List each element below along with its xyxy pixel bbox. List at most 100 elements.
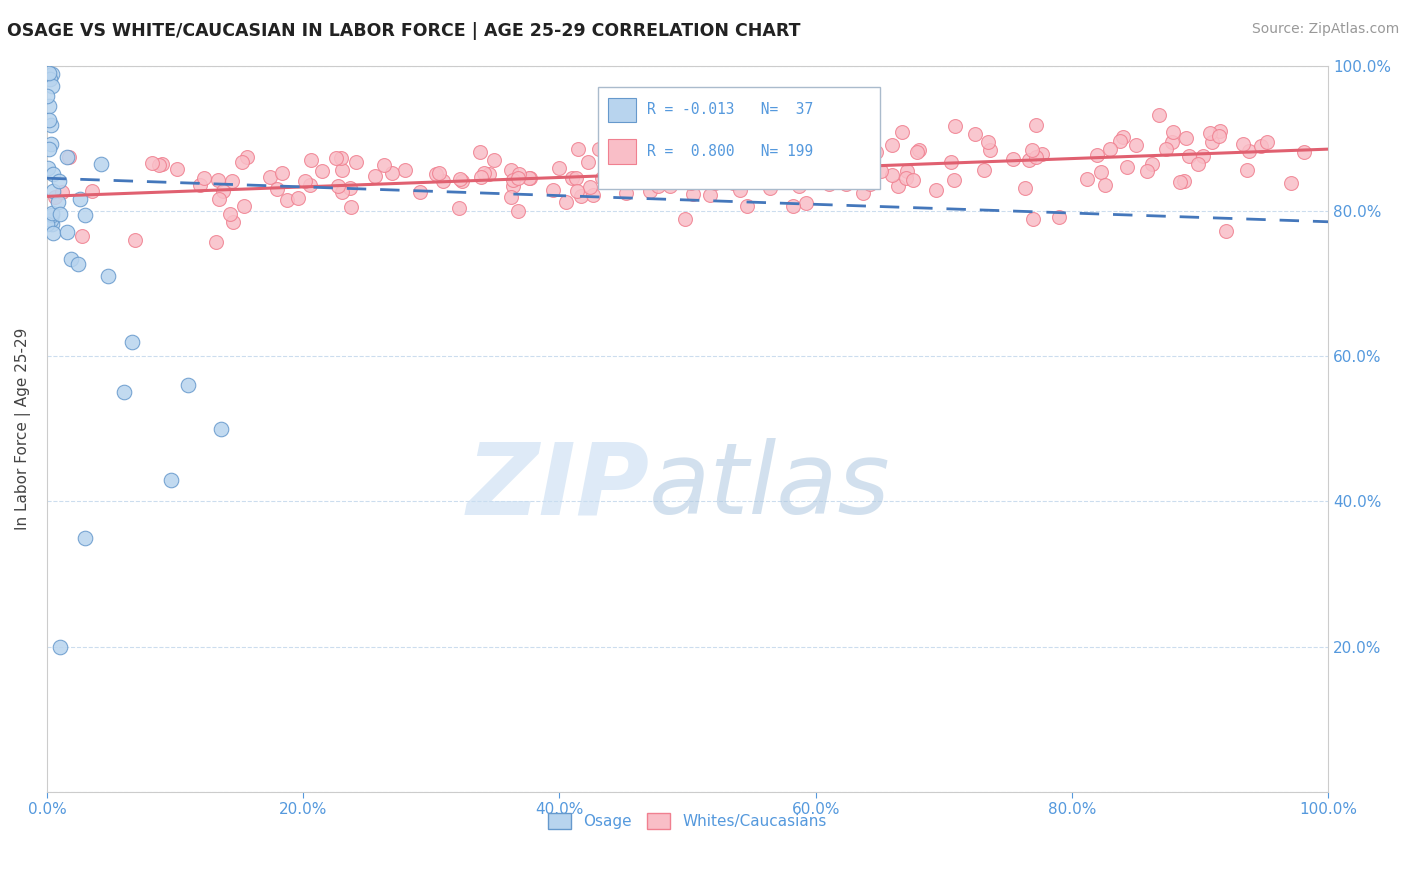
Point <box>1085 148 1108 162</box>
Point <box>42 167 65 181</box>
Text: R =  0.800   N= 199: R = 0.800 N= 199 <box>647 144 813 159</box>
Point <box>381 166 404 180</box>
Point <box>830 161 852 175</box>
Point <box>973 162 995 177</box>
Point <box>673 211 696 226</box>
Point <box>37 88 59 103</box>
Point <box>482 153 505 168</box>
Point <box>1236 162 1258 177</box>
Point <box>49 640 72 654</box>
Point <box>838 169 860 183</box>
Point <box>1021 143 1043 157</box>
Point <box>865 145 887 159</box>
Point <box>48 174 70 188</box>
Point <box>207 173 229 187</box>
Point <box>728 183 751 197</box>
Point <box>848 155 870 169</box>
Point <box>1294 145 1316 160</box>
Point <box>785 171 807 186</box>
Point <box>508 167 530 181</box>
Point <box>1014 181 1036 195</box>
Text: R = -0.013   N=  37: R = -0.013 N= 37 <box>647 103 813 118</box>
Point <box>41 67 63 81</box>
Point <box>1250 139 1272 153</box>
Point <box>340 200 363 214</box>
Point <box>212 184 235 198</box>
Point <box>41 136 63 151</box>
Point <box>852 164 875 178</box>
Point <box>606 153 628 168</box>
Point <box>1094 178 1116 192</box>
Point <box>1191 148 1213 162</box>
Point <box>508 170 530 185</box>
Point <box>1173 174 1195 188</box>
Point <box>38 99 60 113</box>
Point <box>501 190 523 204</box>
Point <box>80 184 103 198</box>
Point <box>41 78 63 93</box>
Point <box>697 174 720 188</box>
Point <box>42 227 65 241</box>
Point <box>696 164 718 178</box>
Point <box>783 156 806 170</box>
Point <box>1281 176 1303 190</box>
Point <box>97 268 120 283</box>
Point <box>548 161 571 175</box>
Point <box>517 171 540 186</box>
Point <box>1161 136 1184 150</box>
Point <box>1018 153 1040 167</box>
Point <box>325 151 347 165</box>
Point <box>977 135 1000 149</box>
Point <box>565 170 588 185</box>
Point <box>1076 172 1098 186</box>
Point <box>470 145 492 160</box>
Point <box>148 158 170 172</box>
Point <box>756 166 779 180</box>
Point <box>755 168 778 182</box>
Point <box>741 143 763 157</box>
Point <box>46 195 69 210</box>
Point <box>569 189 592 203</box>
Point <box>75 208 97 222</box>
Point <box>409 185 432 199</box>
Point <box>1109 135 1132 149</box>
Point <box>1142 157 1164 171</box>
Point <box>330 163 353 178</box>
Point <box>815 150 838 164</box>
Point <box>886 179 908 194</box>
Text: Source: ZipAtlas.com: Source: ZipAtlas.com <box>1251 22 1399 37</box>
Point <box>58 150 80 164</box>
Point <box>627 163 650 178</box>
Point <box>681 165 703 179</box>
Point <box>555 195 578 210</box>
Point <box>939 154 962 169</box>
Point <box>673 174 696 188</box>
Point <box>75 531 97 545</box>
FancyBboxPatch shape <box>609 97 637 122</box>
Point <box>925 182 948 196</box>
Point <box>709 154 731 169</box>
Point <box>1215 224 1237 238</box>
Point <box>582 188 605 202</box>
Point <box>470 169 492 184</box>
Point <box>818 178 841 192</box>
Point <box>1154 142 1177 156</box>
Point <box>208 193 231 207</box>
Point <box>543 183 565 197</box>
Point <box>851 186 873 201</box>
Point <box>294 174 316 188</box>
Point <box>221 174 243 188</box>
Point <box>66 256 89 270</box>
Point <box>1199 126 1222 140</box>
Point <box>1098 142 1121 156</box>
Point <box>232 199 254 213</box>
Text: ZIP: ZIP <box>467 438 650 535</box>
Point <box>631 157 654 171</box>
Point <box>60 252 83 266</box>
Point <box>502 172 524 186</box>
Point <box>1135 164 1157 178</box>
Point <box>1256 135 1278 149</box>
Point <box>695 147 717 161</box>
Point <box>870 163 893 178</box>
Point <box>834 149 856 163</box>
